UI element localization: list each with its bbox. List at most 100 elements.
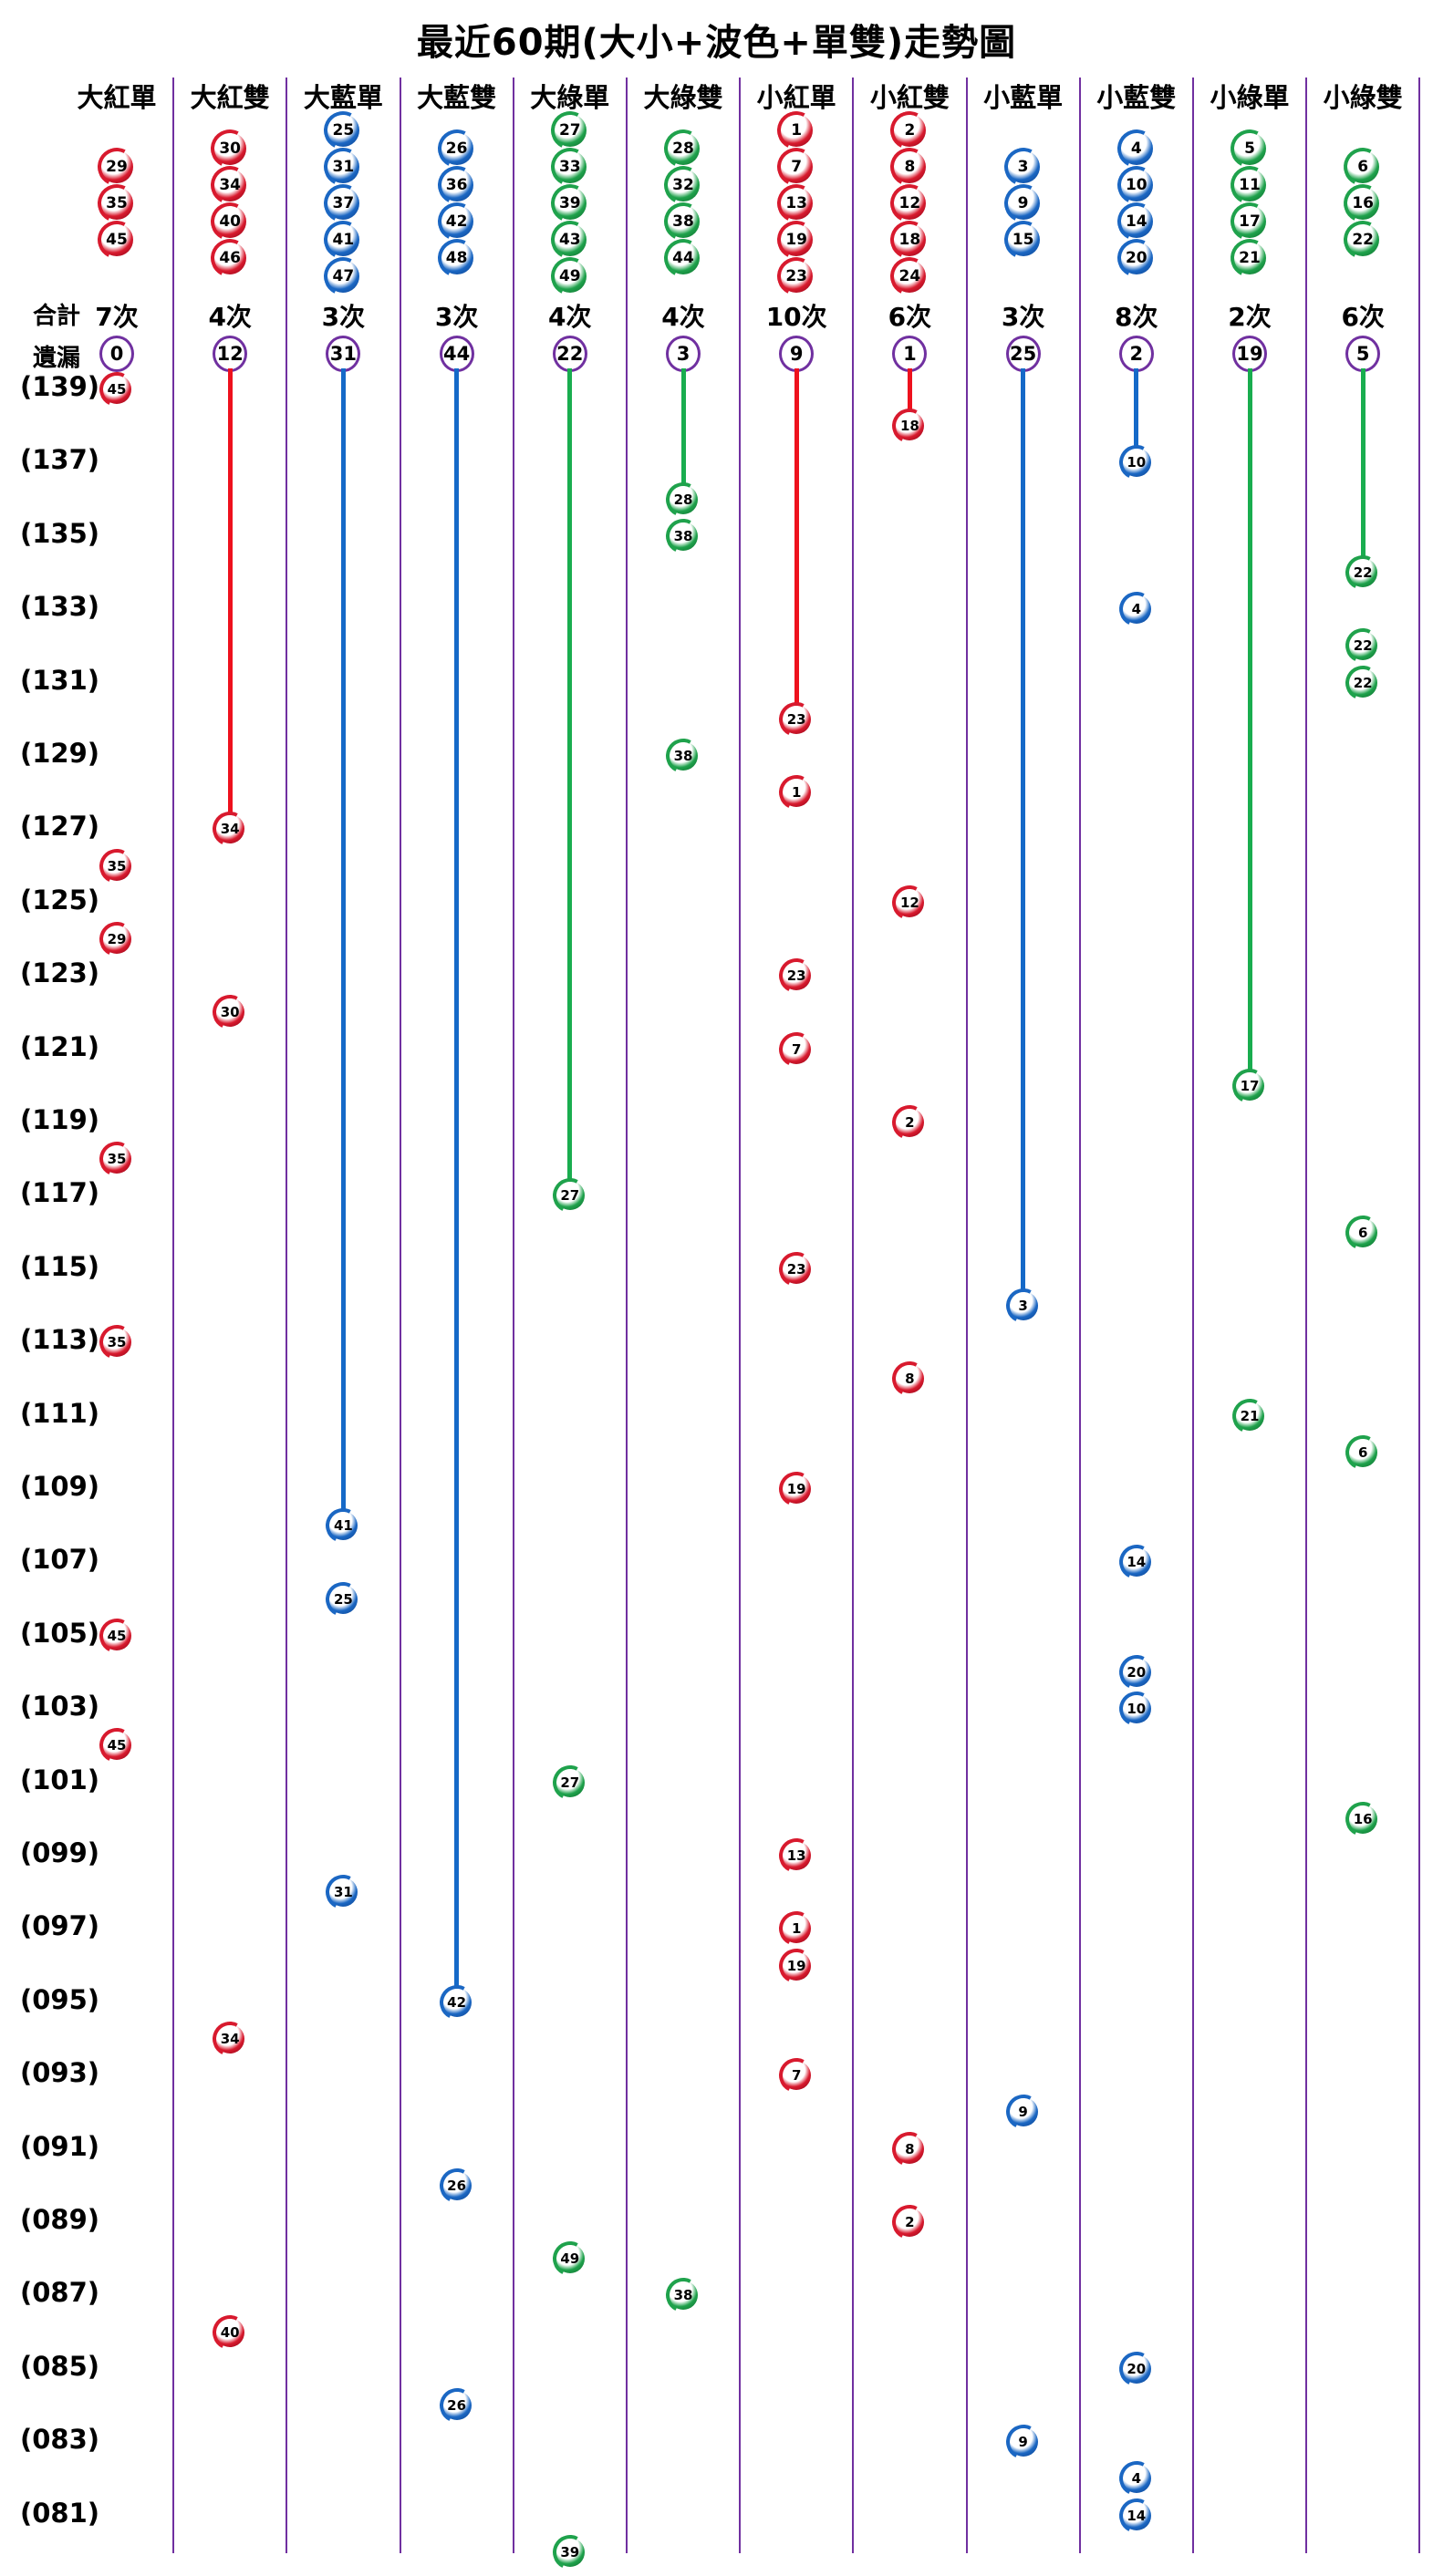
period-row-label: (125) (20, 884, 100, 916)
miss-line (680, 368, 686, 489)
candidate-ball: 25 (327, 114, 360, 147)
draw-ball: 27 (555, 1181, 585, 1211)
candidate-ball: 19 (780, 223, 814, 256)
miss-count-circle: 25 (1005, 336, 1041, 372)
candidate-ball: 43 (553, 223, 587, 256)
draw-ball: 6 (1348, 1217, 1378, 1247)
draw-ball: 38 (669, 741, 698, 771)
column-header-7: 小紅單 (756, 82, 836, 113)
period-row-label: (083) (20, 2424, 100, 2456)
candidate-ball: 34 (213, 169, 247, 202)
candidate-ball: 33 (553, 150, 587, 183)
draw-ball: 22 (1348, 631, 1378, 661)
period-row-label: (123) (20, 957, 100, 989)
period-row-label: (105) (20, 1617, 100, 1649)
period-row-label: (135) (20, 517, 100, 549)
draw-ball: 6 (1348, 1437, 1378, 1467)
column-separator (1305, 78, 1308, 2553)
candidate-ball: 23 (780, 260, 814, 293)
candidate-ball: 17 (1233, 205, 1266, 238)
candidate-ball: 7 (780, 150, 814, 183)
period-row-label: (091) (20, 2130, 100, 2162)
draw-ball: 23 (782, 961, 812, 991)
candidate-ball: 10 (1119, 169, 1153, 202)
candidate-ball: 20 (1119, 242, 1153, 274)
total-count: 8次 (1115, 302, 1158, 332)
draw-ball: 17 (1235, 1071, 1264, 1101)
draw-ball: 20 (1121, 1658, 1151, 1687)
candidate-ball: 44 (667, 242, 700, 274)
period-row-label: (093) (20, 2057, 100, 2089)
total-count: 7次 (95, 302, 139, 332)
candidate-ball: 47 (327, 260, 360, 293)
period-row-label: (131) (20, 664, 100, 696)
candidate-ball: 45 (100, 223, 133, 256)
period-row-label: (117) (20, 1177, 100, 1209)
draw-ball: 40 (215, 2317, 245, 2347)
draw-ball: 34 (215, 2024, 245, 2054)
candidate-ball: 11 (1233, 169, 1266, 202)
draw-ball: 35 (102, 1144, 131, 1174)
miss-count-circle: 44 (439, 336, 474, 372)
total-count: 3次 (321, 302, 366, 332)
period-row-label: (113) (20, 1324, 100, 1356)
draw-ball: 30 (215, 998, 245, 1028)
miss-line (340, 368, 346, 1516)
draw-ball: 19 (782, 1950, 812, 1981)
candidate-ball: 37 (327, 187, 360, 220)
candidate-ball: 13 (780, 187, 814, 220)
miss-line (1021, 368, 1026, 1295)
miss-count-circle: 12 (213, 336, 248, 372)
column-header-9: 小藍單 (983, 82, 1064, 113)
period-row-label: (137) (20, 444, 100, 476)
draw-ball: 1 (782, 778, 812, 808)
draw-ball: 1 (782, 1914, 812, 1944)
draw-ball: 10 (1121, 448, 1151, 478)
candidate-ball: 8 (893, 150, 927, 183)
period-row-label: (139) (20, 371, 100, 402)
draw-ball: 2 (895, 1108, 925, 1137)
draw-ball: 19 (782, 1474, 812, 1504)
draw-ball: 21 (1235, 1401, 1264, 1431)
draw-ball: 42 (441, 1987, 472, 2017)
column-separator (512, 78, 514, 2553)
period-row-label: (129) (20, 738, 100, 769)
draw-ball: 18 (895, 411, 925, 441)
draw-ball: 9 (1008, 2097, 1038, 2127)
draw-ball: 27 (555, 1767, 585, 1797)
draw-ball: 26 (441, 2170, 472, 2200)
period-row-label: (115) (20, 1250, 100, 1282)
total-count: 6次 (888, 302, 932, 332)
period-row-label: (099) (20, 1837, 100, 1868)
candidate-ball: 1 (780, 114, 814, 147)
draw-ball: 13 (782, 1841, 812, 1870)
column-separator (625, 78, 628, 2553)
column-header-5: 大綠單 (530, 82, 610, 113)
miss-count-circle: 2 (1118, 336, 1154, 372)
candidate-ball: 24 (893, 260, 927, 293)
candidate-ball: 31 (327, 150, 360, 183)
draw-ball: 2 (895, 2208, 925, 2237)
candidate-ball: 41 (327, 223, 360, 256)
draw-ball: 45 (102, 1731, 131, 1761)
miss-count-circle: 5 (1345, 336, 1381, 372)
period-row-label: (101) (20, 1764, 100, 1795)
draw-ball: 14 (1121, 2500, 1151, 2530)
total-count: 4次 (208, 302, 252, 332)
draw-ball: 39 (555, 2537, 585, 2567)
draw-ball: 7 (782, 1034, 812, 1064)
candidate-ball: 5 (1233, 132, 1266, 165)
miss-line (794, 368, 799, 709)
period-row-label: (107) (20, 1544, 100, 1576)
candidate-ball: 3 (1006, 150, 1040, 183)
draw-ball: 31 (328, 1878, 358, 1908)
column-separator (1078, 78, 1081, 2553)
total-count: 2次 (1228, 302, 1272, 332)
draw-ball: 9 (1008, 2427, 1038, 2457)
period-row-label: (087) (20, 2277, 100, 2309)
column-separator (286, 78, 288, 2553)
draw-ball: 3 (1008, 1291, 1038, 1320)
column-header-6: 大綠雙 (643, 82, 723, 113)
candidate-ball: 12 (893, 187, 927, 220)
